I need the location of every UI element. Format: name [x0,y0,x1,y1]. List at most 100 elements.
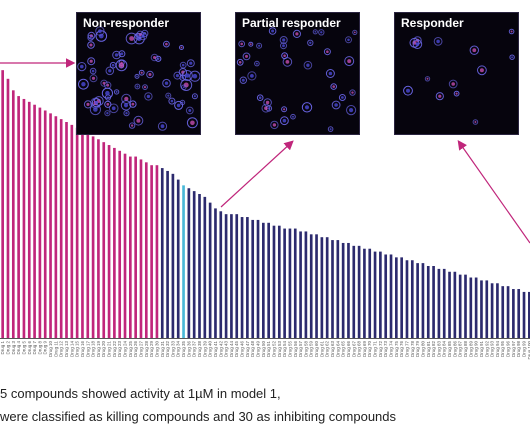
tick-label: Drug 87 [458,341,463,358]
tick-label: Drug 18 [91,341,96,358]
tick-label: Drug 21 [107,341,112,358]
tick-label: Drug 13 [64,341,69,358]
bar-61 [320,237,324,338]
tick-label: Drug 29 [149,341,154,358]
tick-label: Drug 57 [298,341,303,358]
bar-67 [352,245,356,338]
bar-25 [129,156,132,338]
tick-label: Drug 49 [256,341,261,358]
tick-label: Drug 95 [500,341,505,358]
bar-42 [219,211,223,338]
bar-63 [331,240,334,338]
bar-66 [347,242,350,338]
bar-49 [256,219,260,338]
bar-71 [373,251,377,338]
tick-label: Drug 88 [463,341,468,358]
bar-14 [70,124,74,338]
tick-label: Drug 16 [80,341,85,358]
tick-label: Drug 23 [117,341,122,358]
bar-32 [166,170,169,338]
non-responder-panel: Non-responder [76,12,201,135]
tick-label: Drug 46 [240,341,245,358]
bar-60 [315,234,318,338]
bar-27 [139,159,143,338]
tick-label: Drug 52 [271,341,276,358]
bar-85 [448,271,451,338]
tick-label: Drug 36 [186,341,191,358]
responder-cells-image [403,28,515,125]
bar-9 [43,110,47,338]
bar-81 [426,266,430,338]
tick-label: Drug 5 [21,341,26,355]
bar-95 [501,286,505,338]
tick-label: Drug 19 [96,341,101,358]
bar-56 [293,228,297,338]
tick-label: Drug 97 [511,341,516,358]
bar-22 [113,147,116,338]
tick-label: Drug 45 [234,341,239,358]
tick-label: Drug 31 [160,341,165,358]
bar-37 [192,191,196,338]
tick-label: Drug 11 [53,341,58,357]
bar-50 [262,222,265,338]
tick-label: Drug 81 [426,341,431,358]
tick-label: Drug 72 [378,341,383,358]
tick-label: Drug 38 [197,341,202,358]
bar-83 [437,268,441,338]
tick-label: Drug 33 [170,341,175,358]
tick-label: Drug 64 [335,341,340,358]
tick-label: Drug 71 [373,341,378,358]
bar-11 [54,116,58,339]
tick-label: Drug 70 [367,341,372,358]
tick-label: Drug 56 [293,341,298,358]
tick-label: Drug 27 [138,341,143,358]
tick-label: Drug 66 [346,341,351,358]
bar-87 [458,274,462,338]
bar-80 [421,263,425,338]
bar-41 [214,208,217,338]
bar-43 [224,214,228,338]
tick-label: Drug 34 [176,341,181,358]
tick-label: Drug 74 [389,341,394,358]
bar-35 [182,185,185,338]
bar-47 [246,217,249,338]
tick-label: Drug 76 [399,341,404,358]
tick-label: Drug 80 [420,341,425,358]
tick-label: Drug 98 [516,341,521,358]
bar-8 [38,107,42,338]
tick-label: Drug 62 [325,341,330,358]
tick-label: Drug 37 [192,341,197,358]
tick-label: Drug 48 [250,341,255,358]
tick-label: Drug 79 [415,341,420,358]
bar-90 [474,277,478,338]
responder-panel: Responder [394,12,519,135]
bar-68 [357,245,361,338]
bar-18 [91,136,95,338]
tick-label: Drug 99 [522,341,527,358]
bar-46 [240,217,244,338]
bar-74 [389,254,393,338]
bar-96 [506,286,510,338]
bar-91 [480,280,483,338]
bar-75 [395,257,398,338]
bar-54 [283,228,286,338]
tick-label: Drug 85 [447,341,452,358]
tick-label: Drug 39 [202,341,207,358]
bar-79 [416,263,419,338]
arrows-group [0,58,530,244]
bar-62 [325,237,329,338]
bars-group [1,70,530,339]
tick-label: Drug 32 [165,341,170,358]
bar-24 [123,153,127,338]
tick-label: Drug 83 [436,341,441,358]
bar-88 [464,274,467,338]
bar-39 [203,196,207,338]
bar-93 [490,283,494,338]
bar-36 [187,188,191,338]
bar-89 [469,277,473,338]
bar-65 [341,242,345,338]
bar-73 [384,254,388,338]
bar-3 [11,90,15,338]
tick-label: Drug 84 [442,341,447,358]
bar-4 [17,96,20,338]
